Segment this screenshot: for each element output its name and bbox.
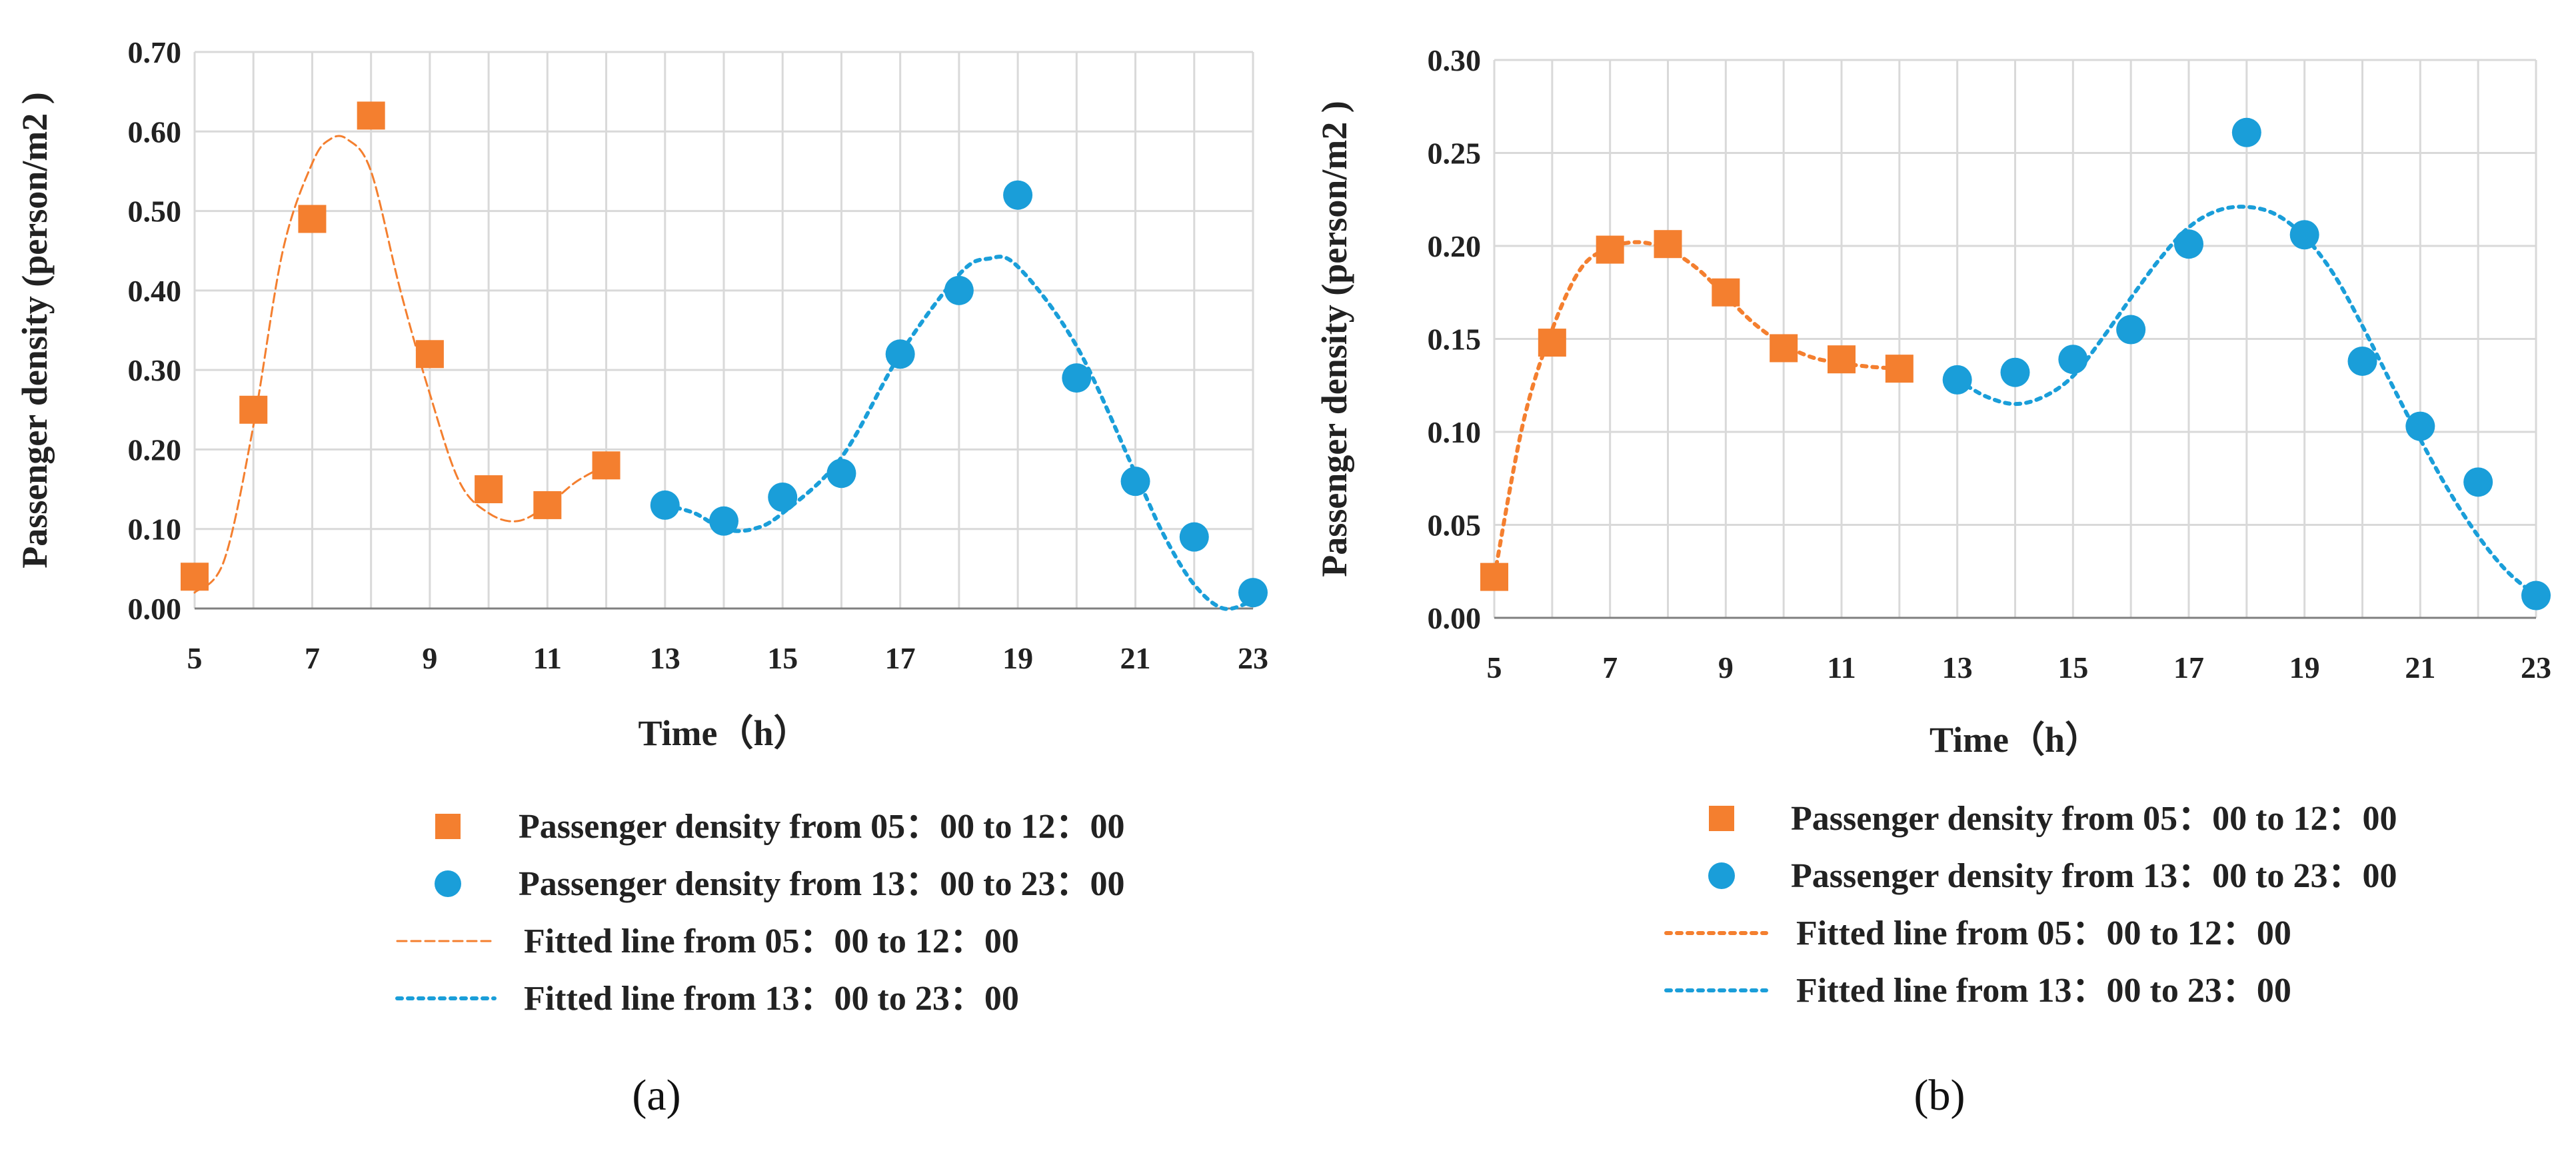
x-tick-label: 15 [2057, 650, 2088, 684]
data-point-square [1770, 334, 1798, 363]
panel-label: (a) [632, 1071, 680, 1120]
legend-label: Passenger density from 05：00 to 12：00 [519, 808, 1124, 846]
y-tick-label: 0.10 [1428, 415, 1482, 449]
data-point-square [475, 475, 503, 504]
fitted-line-morning [1492, 240, 1902, 579]
legend-label: Passenger density from 13：00 to 23：00 [519, 865, 1124, 903]
data-point-square [1538, 329, 1566, 357]
data-point-square [1654, 230, 1682, 259]
data-point-circle [885, 339, 915, 369]
x-tick-label: 9 [422, 641, 437, 675]
x-tick-label: 13 [650, 641, 680, 675]
data-point-square [1885, 355, 1914, 383]
x-tick-label: 5 [1487, 650, 1502, 684]
x-tick-label: 13 [1942, 650, 1973, 684]
y-tick-label: 0.10 [128, 513, 182, 547]
legend-marker-circle [435, 870, 461, 897]
data-point-circle [2174, 229, 2203, 259]
y-tick-label: 0.20 [1428, 229, 1482, 263]
legend-marker-circle [1708, 862, 1735, 889]
legend-label: Fitted line from 05：00 to 12：00 [524, 922, 1019, 960]
x-tick-label: 23 [1238, 641, 1268, 675]
x-axis-title: Time（h） [638, 713, 809, 753]
data-point-square [1712, 278, 1740, 307]
data-point-circle [709, 506, 738, 536]
x-tick-label: 5 [187, 641, 203, 675]
data-point-square [239, 395, 268, 424]
fitted-line-evening [662, 255, 1255, 611]
y-tick-label: 0.30 [1428, 43, 1482, 77]
y-tick-label: 0.00 [1428, 601, 1482, 635]
data-point-square [181, 563, 209, 591]
data-point-square [357, 101, 385, 130]
y-tick-label: 0.00 [128, 592, 182, 626]
data-point-square [533, 491, 562, 519]
legend-marker-square [435, 814, 461, 839]
x-tick-label: 9 [1718, 650, 1734, 684]
data-point-circle [1179, 522, 1209, 552]
data-point-circle [650, 490, 680, 520]
x-tick-label: 23 [2521, 650, 2551, 684]
data-point-circle [1003, 180, 1033, 210]
data-point-circle [768, 483, 798, 512]
x-tick-label: 7 [305, 641, 320, 675]
fitted-line-morning [193, 135, 608, 594]
y-tick-label: 0.25 [1428, 137, 1482, 171]
data-point-circle [1120, 467, 1150, 497]
x-tick-label: 15 [767, 641, 798, 675]
data-point-circle [2463, 467, 2493, 497]
data-point-circle [2058, 345, 2088, 375]
data-point-square [298, 205, 327, 233]
x-axis-title: Time（h） [1930, 720, 2101, 760]
x-tick-label: 17 [2173, 650, 2204, 684]
y-axis-title: Passenger density (person/m2 ) [15, 92, 55, 568]
data-point-circle [2231, 117, 2261, 147]
data-point-square [592, 451, 621, 480]
x-tick-label: 7 [1602, 650, 1618, 684]
x-tick-label: 11 [1827, 650, 1856, 684]
data-point-square [415, 340, 444, 369]
x-tick-label: 17 [885, 641, 916, 675]
data-point-square [1596, 235, 1624, 264]
legend-label: Passenger density from 13：00 to 23：00 [1791, 857, 2397, 895]
x-tick-label: 19 [2289, 650, 2320, 684]
legend-label: Fitted line from 13：00 to 23：00 [1796, 972, 2291, 1010]
panel-label: (b) [1914, 1071, 1965, 1120]
data-point-circle [2289, 220, 2319, 250]
data-point-circle [2521, 580, 2551, 610]
data-point-circle [2116, 315, 2146, 345]
data-point-circle [1062, 363, 1092, 393]
y-tick-label: 0.20 [128, 433, 182, 467]
x-tick-label: 19 [1002, 641, 1033, 675]
fitted-line-evening [1955, 205, 2538, 598]
chart-b: 0.00 0.05 0.10 0.15 0.20 0.25 0.30 5 7 9 11 13 15 17 1… [1314, 43, 2551, 1120]
y-axis-title: Passenger density (person/m2 ) [1314, 101, 1354, 577]
data-point-circle [826, 459, 856, 489]
data-point-circle [2405, 411, 2435, 441]
data-point-circle [944, 275, 974, 305]
x-tick-label: 21 [2405, 650, 2435, 684]
data-point-circle [2347, 346, 2377, 376]
chart-a: 0.00 0.10 0.20 0.30 0.40 0.50 0.60 0.70 5 7 9 11 13 1… [15, 35, 1268, 1120]
legend-marker-square [1709, 806, 1734, 831]
y-tick-label: 0.60 [128, 115, 182, 149]
data-point-square [1828, 345, 1856, 374]
x-tick-label: 11 [533, 641, 562, 675]
x-tick-label: 21 [1120, 641, 1151, 675]
legend-label: Fitted line from 05：00 to 12：00 [1796, 914, 2291, 952]
data-point-circle [2000, 357, 2030, 387]
y-tick-label: 0.15 [1428, 323, 1482, 357]
legend-label: Fitted line from 13：00 to 23：00 [524, 980, 1019, 1018]
y-tick-label: 0.40 [128, 274, 182, 308]
data-point-circle [1238, 578, 1268, 608]
data-point-circle [1942, 365, 1972, 395]
y-tick-label: 0.30 [128, 353, 182, 387]
y-tick-label: 0.70 [128, 35, 182, 69]
data-point-square [1480, 563, 1508, 591]
y-tick-label: 0.05 [1428, 509, 1482, 543]
y-tick-label: 0.50 [128, 195, 182, 229]
legend-label: Passenger density from 05：00 to 12：00 [1791, 800, 2397, 838]
